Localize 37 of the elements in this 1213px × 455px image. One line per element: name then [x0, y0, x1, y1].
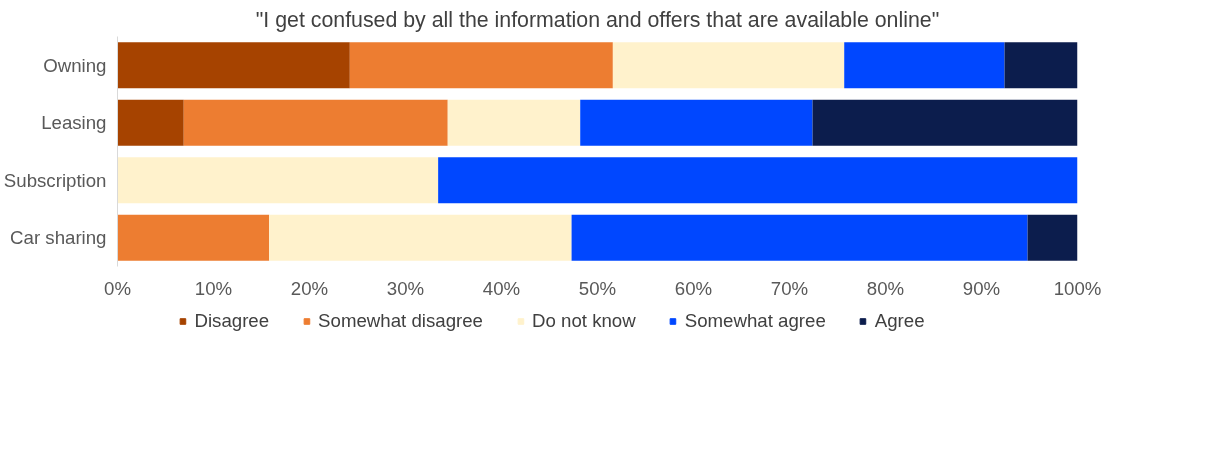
bar — [117, 157, 439, 204]
bar — [447, 99, 581, 146]
bar — [117, 42, 350, 89]
legend-label: Somewhat disagree — [318, 310, 484, 332]
bar — [117, 99, 184, 146]
bar — [1004, 42, 1078, 89]
x-tick-label: 50% — [578, 277, 617, 299]
legend-label: Do not know — [532, 310, 636, 332]
bar — [1027, 214, 1078, 261]
legend-label: Disagree — [194, 310, 270, 332]
x-tick-label: 90% — [962, 277, 1001, 299]
y-tick-label: Subscription — [3, 169, 107, 191]
bar — [612, 42, 845, 89]
bar — [349, 42, 613, 89]
bar — [812, 99, 1078, 146]
legend-label: Agree — [874, 310, 925, 332]
x-tick-label: 40% — [482, 277, 521, 299]
y-tick-label: Owning — [43, 54, 107, 76]
x-tick-label: 10% — [194, 277, 233, 299]
chart-title: "I get confused by all the information and offers that are available online" — [255, 7, 940, 32]
x-tick-label: 80% — [866, 277, 905, 299]
bar — [571, 214, 1028, 261]
bar — [117, 214, 270, 261]
x-tick-label: 20% — [290, 277, 329, 299]
bar — [183, 99, 448, 146]
x-tick-label: 100% — [1053, 277, 1102, 299]
bar — [580, 99, 813, 146]
legend-label: Somewhat agree — [684, 310, 826, 332]
x-tick-label: 0% — [104, 277, 131, 299]
bar — [844, 42, 1005, 89]
bar — [269, 214, 572, 261]
y-tick-label: Car sharing — [10, 227, 107, 249]
y-tick-label: Leasing — [41, 112, 107, 134]
x-tick-label: 30% — [386, 277, 425, 299]
x-tick-label: 70% — [770, 277, 809, 299]
x-tick-label: 60% — [674, 277, 713, 299]
bar — [438, 157, 1078, 204]
